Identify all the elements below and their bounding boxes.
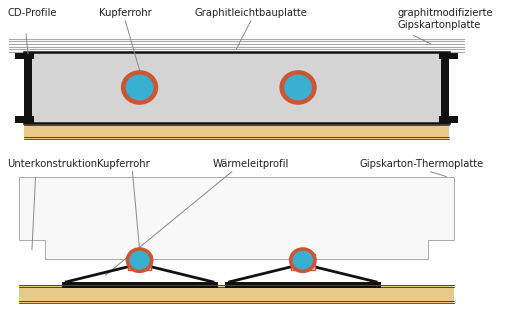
Text: Unterkonstruktion: Unterkonstruktion xyxy=(7,159,97,169)
Bar xyxy=(15,52,34,59)
Ellipse shape xyxy=(121,71,157,104)
Polygon shape xyxy=(19,177,453,259)
Bar xyxy=(438,116,457,123)
Text: CD-Profile: CD-Profile xyxy=(7,8,57,18)
Text: Gipskarton-Thermoplatte: Gipskarton-Thermoplatte xyxy=(359,159,483,169)
Text: graphitmodifizierte: graphitmodifizierte xyxy=(396,8,492,18)
Ellipse shape xyxy=(126,248,153,272)
Ellipse shape xyxy=(126,75,153,100)
Ellipse shape xyxy=(289,248,316,272)
Bar xyxy=(440,52,448,123)
Ellipse shape xyxy=(293,251,312,269)
Bar xyxy=(224,282,380,285)
Bar xyxy=(24,123,448,139)
Text: Wärmeleitprofil: Wärmeleitprofil xyxy=(212,159,288,169)
Text: Gipskartonplatte: Gipskartonplatte xyxy=(396,20,480,30)
Bar xyxy=(24,52,448,123)
Bar xyxy=(19,285,453,303)
Bar xyxy=(224,286,380,288)
Bar xyxy=(24,52,32,123)
Text: Kupferrohr: Kupferrohr xyxy=(96,159,149,169)
Bar xyxy=(127,254,151,270)
Text: Kupferrohr: Kupferrohr xyxy=(99,8,152,18)
Ellipse shape xyxy=(280,71,316,104)
Ellipse shape xyxy=(284,75,311,100)
Bar xyxy=(290,254,314,270)
Text: Graphitleichtbauplatte: Graphitleichtbauplatte xyxy=(194,8,307,18)
Bar xyxy=(438,52,457,59)
Bar xyxy=(15,116,34,123)
Bar xyxy=(62,282,217,285)
Ellipse shape xyxy=(130,251,149,269)
Bar xyxy=(62,286,217,288)
